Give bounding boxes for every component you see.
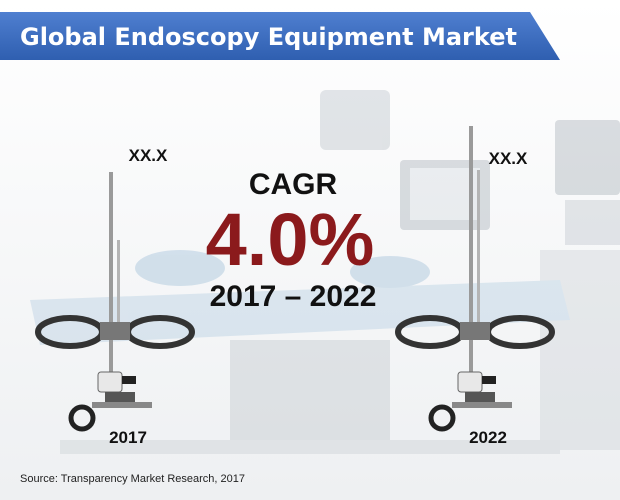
backdrop bbox=[30, 90, 620, 454]
endoscope-right bbox=[395, 126, 555, 432]
endoscope-left bbox=[35, 172, 195, 432]
cagr-label: CAGR bbox=[249, 168, 338, 201]
header-title: Global Endoscopy Equipment Market bbox=[20, 23, 517, 51]
header-bar bbox=[0, 12, 560, 60]
source: Source: Transparency Market Research, 20… bbox=[20, 473, 245, 485]
cagr-value: 4.0% bbox=[206, 198, 375, 281]
value-label: XX.X bbox=[129, 146, 168, 165]
year-label: 2022 bbox=[469, 428, 507, 447]
year-label: 2017 bbox=[109, 428, 147, 447]
value-label: XX.X bbox=[489, 149, 528, 168]
cagr-period: 2017 – 2022 bbox=[210, 280, 377, 313]
